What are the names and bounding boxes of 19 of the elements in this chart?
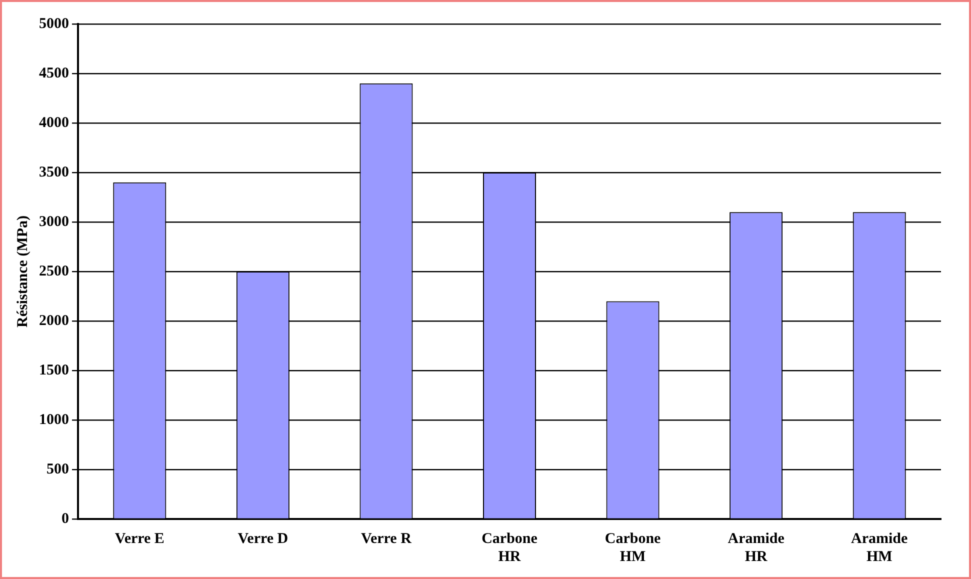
- y-tick-label: 2500: [39, 263, 69, 280]
- y-tick-label: 4000: [39, 114, 69, 131]
- y-tick-label: 2000: [39, 312, 69, 329]
- y-tick-label: 500: [46, 461, 69, 478]
- y-axis-title: Résistance (MPa): [14, 215, 31, 328]
- x-tick-label: Aramide HR: [728, 530, 785, 565]
- x-tick-label: Aramide HM: [851, 530, 908, 565]
- y-tick-label: 1500: [39, 362, 69, 378]
- x-tick-label: Verre E: [114, 530, 164, 547]
- x-tick-label: Verre D: [238, 530, 288, 547]
- y-tick-label: 5000: [39, 16, 69, 32]
- y-tick-label: 3000: [39, 214, 69, 230]
- x-tick-label: Carbone HR: [482, 530, 538, 565]
- y-tick-label: 0: [62, 510, 69, 527]
- x-tick-label: Carbone HM: [604, 530, 662, 565]
- y-tick-label: 3500: [39, 164, 69, 180]
- y-tick-label: 4500: [39, 65, 69, 82]
- x-tick-label: Verre R: [361, 530, 412, 547]
- y-tick-label: 1000: [39, 412, 69, 428]
